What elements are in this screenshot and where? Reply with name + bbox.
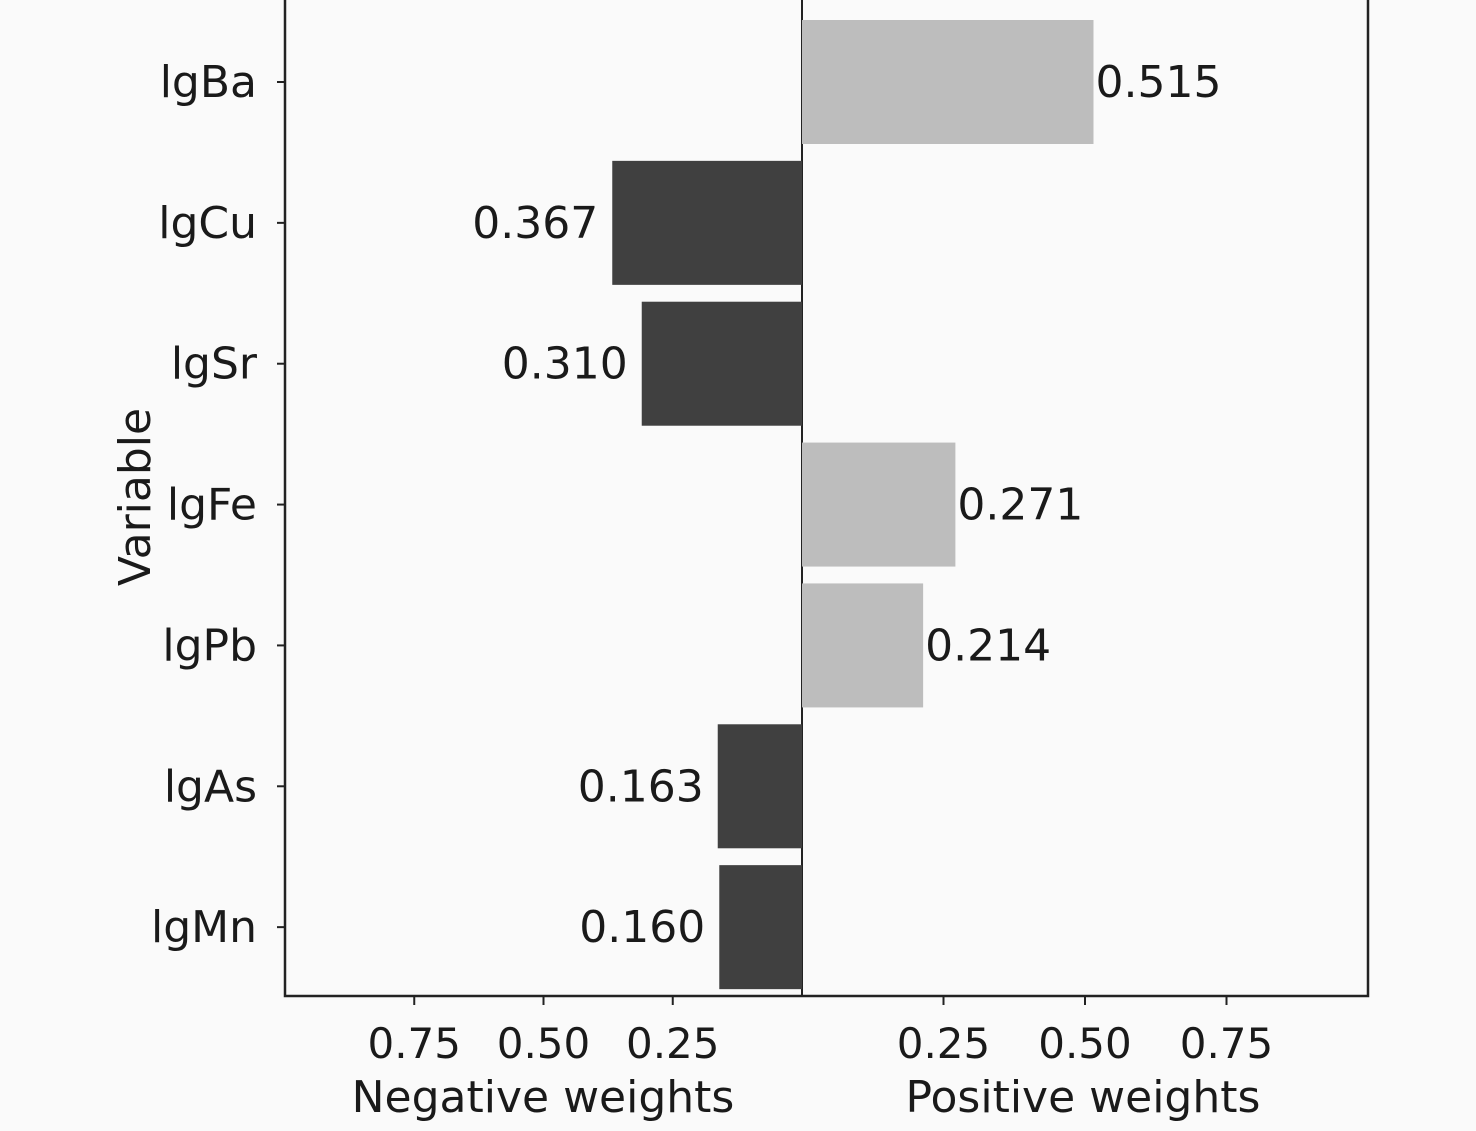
value-labels: 0.515 0.367 0.310 0.271 0.214 0.163 0.160 (472, 57, 1221, 953)
y-tick-label-lgSr: lgSr (171, 339, 258, 390)
y-tick-label-lgCu: lgCu (158, 198, 257, 249)
y-tick-label-lgAs: lgAs (164, 761, 257, 812)
bar-lgCu (612, 160, 802, 285)
bar-lgSr (641, 301, 802, 426)
value-label-lgFe: 0.271 (957, 480, 1083, 531)
x-tick-label-pos-2: 0.75 (1180, 1019, 1274, 1068)
value-label-lgPb: 0.214 (925, 620, 1051, 671)
y-tick-label-lgPb: lgPb (162, 620, 257, 671)
plot-border (283, 0, 1370, 998)
x-tick-label-neg-2: 0.25 (626, 1019, 720, 1068)
value-label-lgCu: 0.367 (472, 198, 598, 249)
y-tick-label-lgBa: lgBa (160, 57, 257, 108)
x-axis: 0.75 0.50 0.25 0.25 0.50 0.75 (367, 996, 1273, 1068)
y-axis-title: Variable (110, 408, 161, 586)
bar-lgPb (802, 583, 924, 708)
negative-axis-title: Negative weights (352, 1072, 735, 1123)
x-tick-label-pos-1: 0.50 (1038, 1019, 1132, 1068)
x-tick-label-pos-0: 0.25 (897, 1019, 991, 1068)
value-label-lgBa: 0.515 (1095, 57, 1221, 108)
bar-lgBa (802, 20, 1094, 144)
bar-lgMn (719, 865, 802, 990)
value-label-lgMn: 0.160 (579, 902, 705, 953)
x-tick-label-neg-0: 0.75 (367, 1019, 461, 1068)
positive-axis-title: Positive weights (906, 1072, 1261, 1123)
y-axis: lgBa lgCu lgSr lgFe lgPb lgAs lgMn (151, 57, 285, 953)
y-tick-label-lgFe: lgFe (167, 480, 257, 531)
value-label-lgSr: 0.310 (502, 339, 628, 390)
bar-lgAs (717, 724, 802, 849)
bar-lgFe (802, 442, 956, 567)
value-label-lgAs: 0.163 (578, 761, 704, 812)
y-tick-label-lgMn: lgMn (151, 902, 257, 953)
bars (612, 20, 1094, 990)
x-tick-label-neg-1: 0.50 (497, 1019, 591, 1068)
